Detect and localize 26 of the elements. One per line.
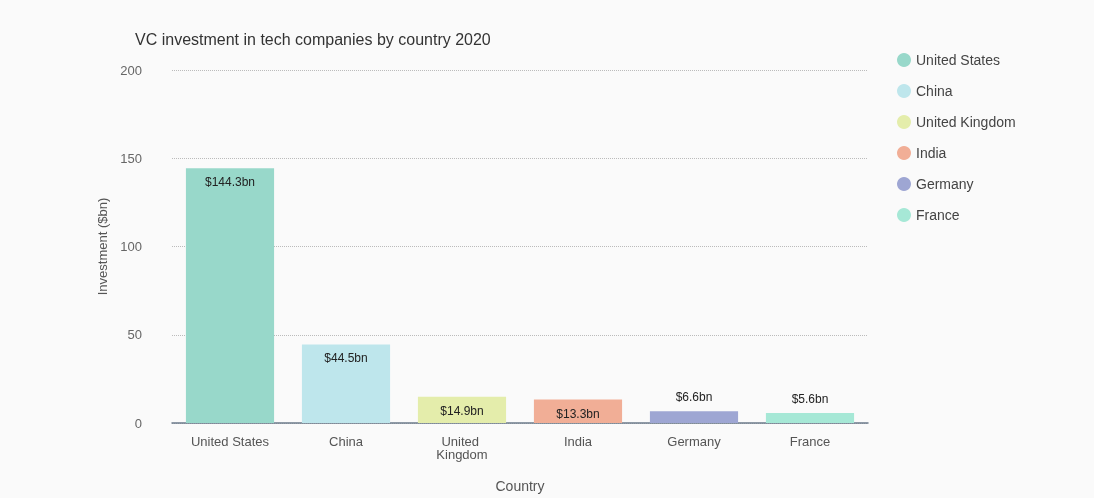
chart-title: VC investment in tech companies by country 2020 bbox=[135, 30, 491, 48]
legend-label: France bbox=[916, 207, 960, 223]
x-tick-label: France bbox=[789, 434, 831, 449]
legend-label: United States bbox=[916, 52, 1001, 68]
y-axis-title: Investment ($bn) bbox=[95, 197, 111, 296]
y-tick-label: 200 bbox=[120, 62, 142, 78]
x-tick-label: Germany bbox=[667, 434, 722, 449]
y-tick-label: 150 bbox=[120, 150, 142, 166]
x-tick-label: United Kingdom bbox=[436, 434, 488, 462]
y-tick-label: 0 bbox=[134, 415, 142, 431]
data-label: $144.3bn bbox=[204, 175, 256, 190]
x-tick-label: China bbox=[329, 434, 364, 449]
legend-label: India bbox=[916, 145, 947, 161]
data-label: $13.3bn bbox=[556, 406, 600, 421]
data-label: $44.5bn bbox=[324, 351, 368, 366]
data-label: $5.6bn bbox=[791, 392, 829, 407]
legend-label: United Kingdom bbox=[916, 114, 1016, 130]
x-tick-label: United States bbox=[190, 434, 270, 449]
data-label: $14.9bn bbox=[440, 403, 484, 418]
x-tick-label: India bbox=[563, 434, 593, 449]
legend-label: Germany bbox=[916, 176, 974, 192]
y-tick-label: 50 bbox=[127, 327, 142, 343]
x-axis-title: Country bbox=[495, 478, 545, 494]
y-tick-label: 100 bbox=[120, 239, 142, 254]
data-label: $6.6bn bbox=[675, 390, 713, 405]
legend-label: China bbox=[916, 83, 953, 99]
